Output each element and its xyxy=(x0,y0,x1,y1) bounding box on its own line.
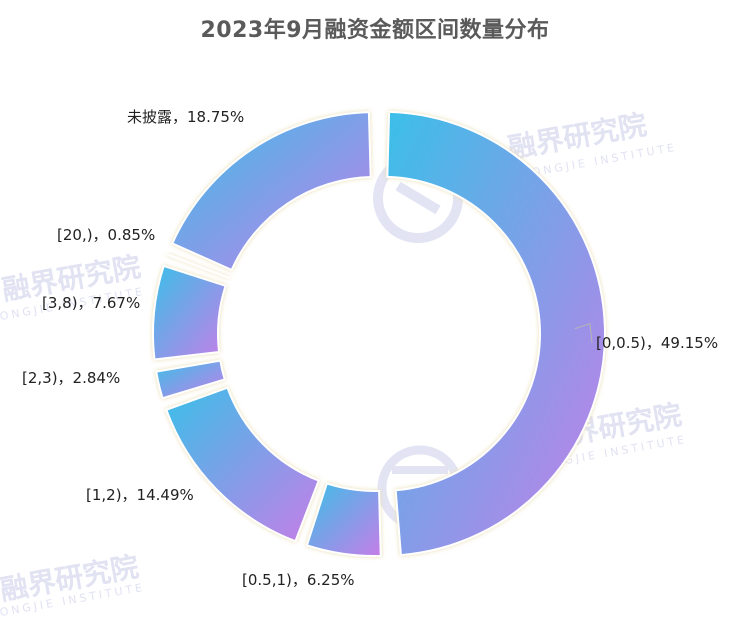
slice-6 xyxy=(170,111,372,272)
slice-2 xyxy=(165,386,320,543)
slices-layer xyxy=(152,110,606,557)
leader-line-0 xyxy=(574,322,593,344)
slice-label-0: [0,0.5)，49.15% xyxy=(596,334,718,352)
chart-title: 2023年9月融资金额区间数量分布 xyxy=(200,18,550,43)
slice-0 xyxy=(386,110,606,557)
slice-4 xyxy=(152,264,227,361)
slice-label-1: [0.5,1)，6.25% xyxy=(242,571,355,589)
slice-label-6: 未披露，18.75% xyxy=(127,108,244,126)
leaders-layer xyxy=(574,322,593,344)
watermark-2: 融界研究院 RONGJIE INSTITUTE xyxy=(0,250,146,325)
slice-label-4: [3,8)，7.67% xyxy=(42,294,140,312)
slice-label-5: [20,)，0.85% xyxy=(57,226,155,244)
slice-label-2: [1,2)，14.49% xyxy=(86,486,194,504)
labels-layer: [0,0.5)，49.15% [0.5,1)，6.25% [1,2)，14.49% [… xyxy=(22,108,718,589)
slice-label-3: [2,3)，2.84% xyxy=(22,369,120,387)
slice-5 xyxy=(166,253,230,280)
slice-3 xyxy=(155,359,226,400)
watermark-4: 融界研究院 RONGJIE INSTITUTE xyxy=(0,550,146,618)
slice-1 xyxy=(305,482,382,557)
